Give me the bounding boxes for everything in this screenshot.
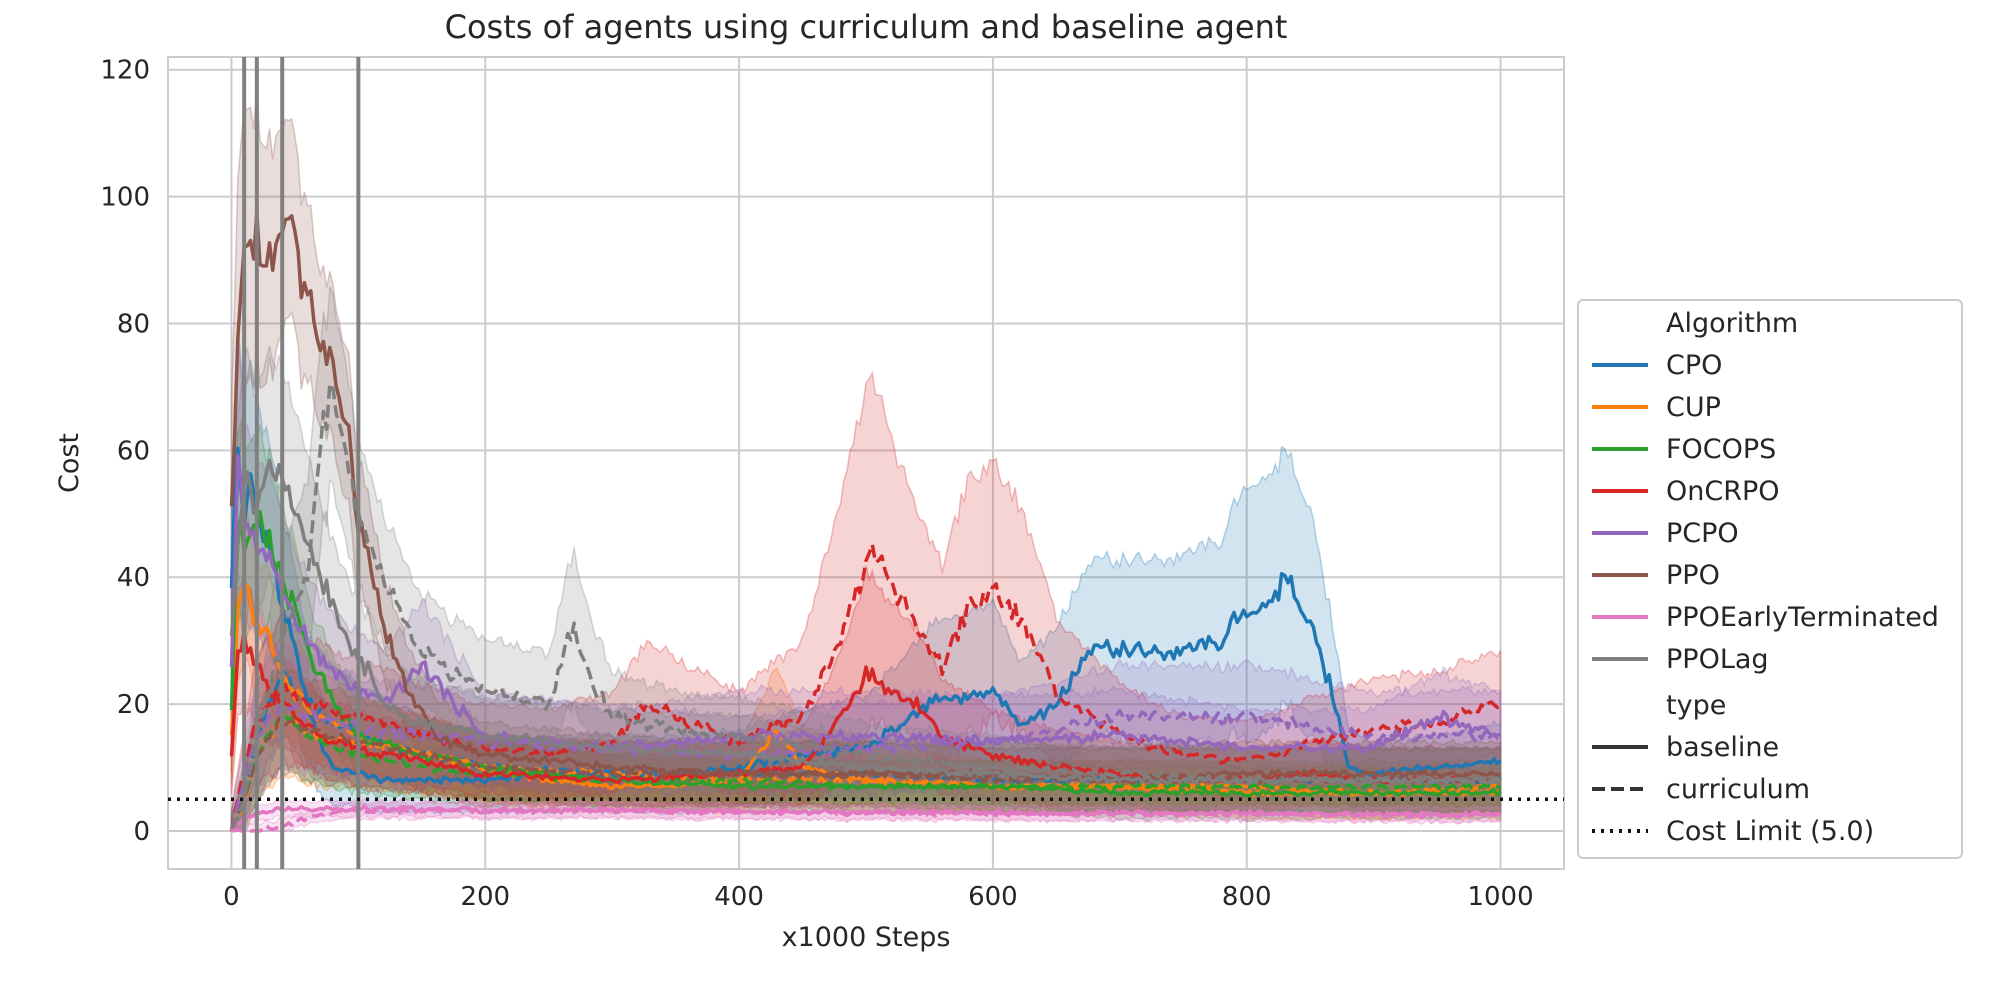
x-tick-label: 800 bbox=[1222, 882, 1272, 912]
y-tick-label: 0 bbox=[133, 817, 150, 847]
chart-title: Costs of agents using curriculum and bas… bbox=[445, 8, 1288, 46]
line-ppoearlyterminated-baseline bbox=[230, 804, 1501, 832]
x-tick-label: 1000 bbox=[1467, 882, 1533, 912]
legend-label: PCPO bbox=[1666, 518, 1739, 549]
line-ppoearlyterminated-curriculum bbox=[231, 805, 1501, 833]
legend-label: PPOLag bbox=[1666, 644, 1769, 675]
legend-type-entries: baseline curriculum Cost Limit (5.0) bbox=[1592, 732, 1874, 847]
x-tick-label: 400 bbox=[714, 882, 764, 912]
legend-title-algorithm: Algorithm bbox=[1666, 308, 1798, 339]
legend-label: PPOEarlyTerminated bbox=[1666, 602, 1939, 633]
band-ppo-baseline bbox=[230, 85, 1502, 815]
y-tick-label: 120 bbox=[100, 56, 150, 86]
y-tick-label: 40 bbox=[117, 563, 150, 593]
x-axis-title: x1000 Steps bbox=[782, 922, 951, 953]
legend-label: CUP bbox=[1666, 392, 1721, 423]
line-focops-curriculum bbox=[229, 712, 1502, 829]
x-tick-label: 200 bbox=[460, 882, 510, 912]
legend-label: CPO bbox=[1666, 350, 1722, 381]
legend-box bbox=[1577, 299, 1963, 859]
series-lines bbox=[229, 210, 1503, 833]
line-ppo-curriculum bbox=[229, 716, 1501, 832]
legend-title-type: type bbox=[1666, 690, 1726, 721]
x-axis-ticks: 0 200 400 600 800 1000 bbox=[223, 882, 1533, 912]
legend-label: baseline bbox=[1666, 732, 1779, 763]
y-tick-label: 60 bbox=[117, 436, 150, 466]
y-axis-title: Cost bbox=[54, 433, 85, 493]
y-tick-label: 20 bbox=[117, 690, 150, 720]
legend-label: curriculum bbox=[1666, 774, 1810, 805]
line-pcpo-baseline bbox=[229, 454, 1501, 755]
legend-algorithm-entries: CPO CUP FOCOPS OnCRPO PCPO PPO PPOEarlyTermina… bbox=[1592, 350, 1939, 675]
legend-label: FOCOPS bbox=[1666, 434, 1776, 465]
legend-label: Cost Limit (5.0) bbox=[1666, 816, 1874, 847]
x-tick-label: 600 bbox=[968, 882, 1018, 912]
legend-label: OnCRPO bbox=[1666, 476, 1780, 507]
y-axis-ticks: 0 20 40 60 80 100 120 bbox=[100, 56, 150, 847]
line-ppolag-curriculum bbox=[230, 381, 1502, 830]
curriculum-stage-lines bbox=[242, 57, 361, 869]
line-oncrpo-baseline bbox=[229, 631, 1502, 785]
y-tick-label: 100 bbox=[100, 183, 150, 213]
x-tick-label: 0 bbox=[223, 882, 240, 912]
legend: Algorithm CPO CUP FOCOPS OnCRPO PCPO PPO PPOEa… bbox=[1577, 299, 1963, 859]
line-cpo-baseline bbox=[229, 446, 1502, 785]
legend-label: PPO bbox=[1666, 560, 1720, 591]
y-tick-label: 80 bbox=[117, 309, 150, 339]
